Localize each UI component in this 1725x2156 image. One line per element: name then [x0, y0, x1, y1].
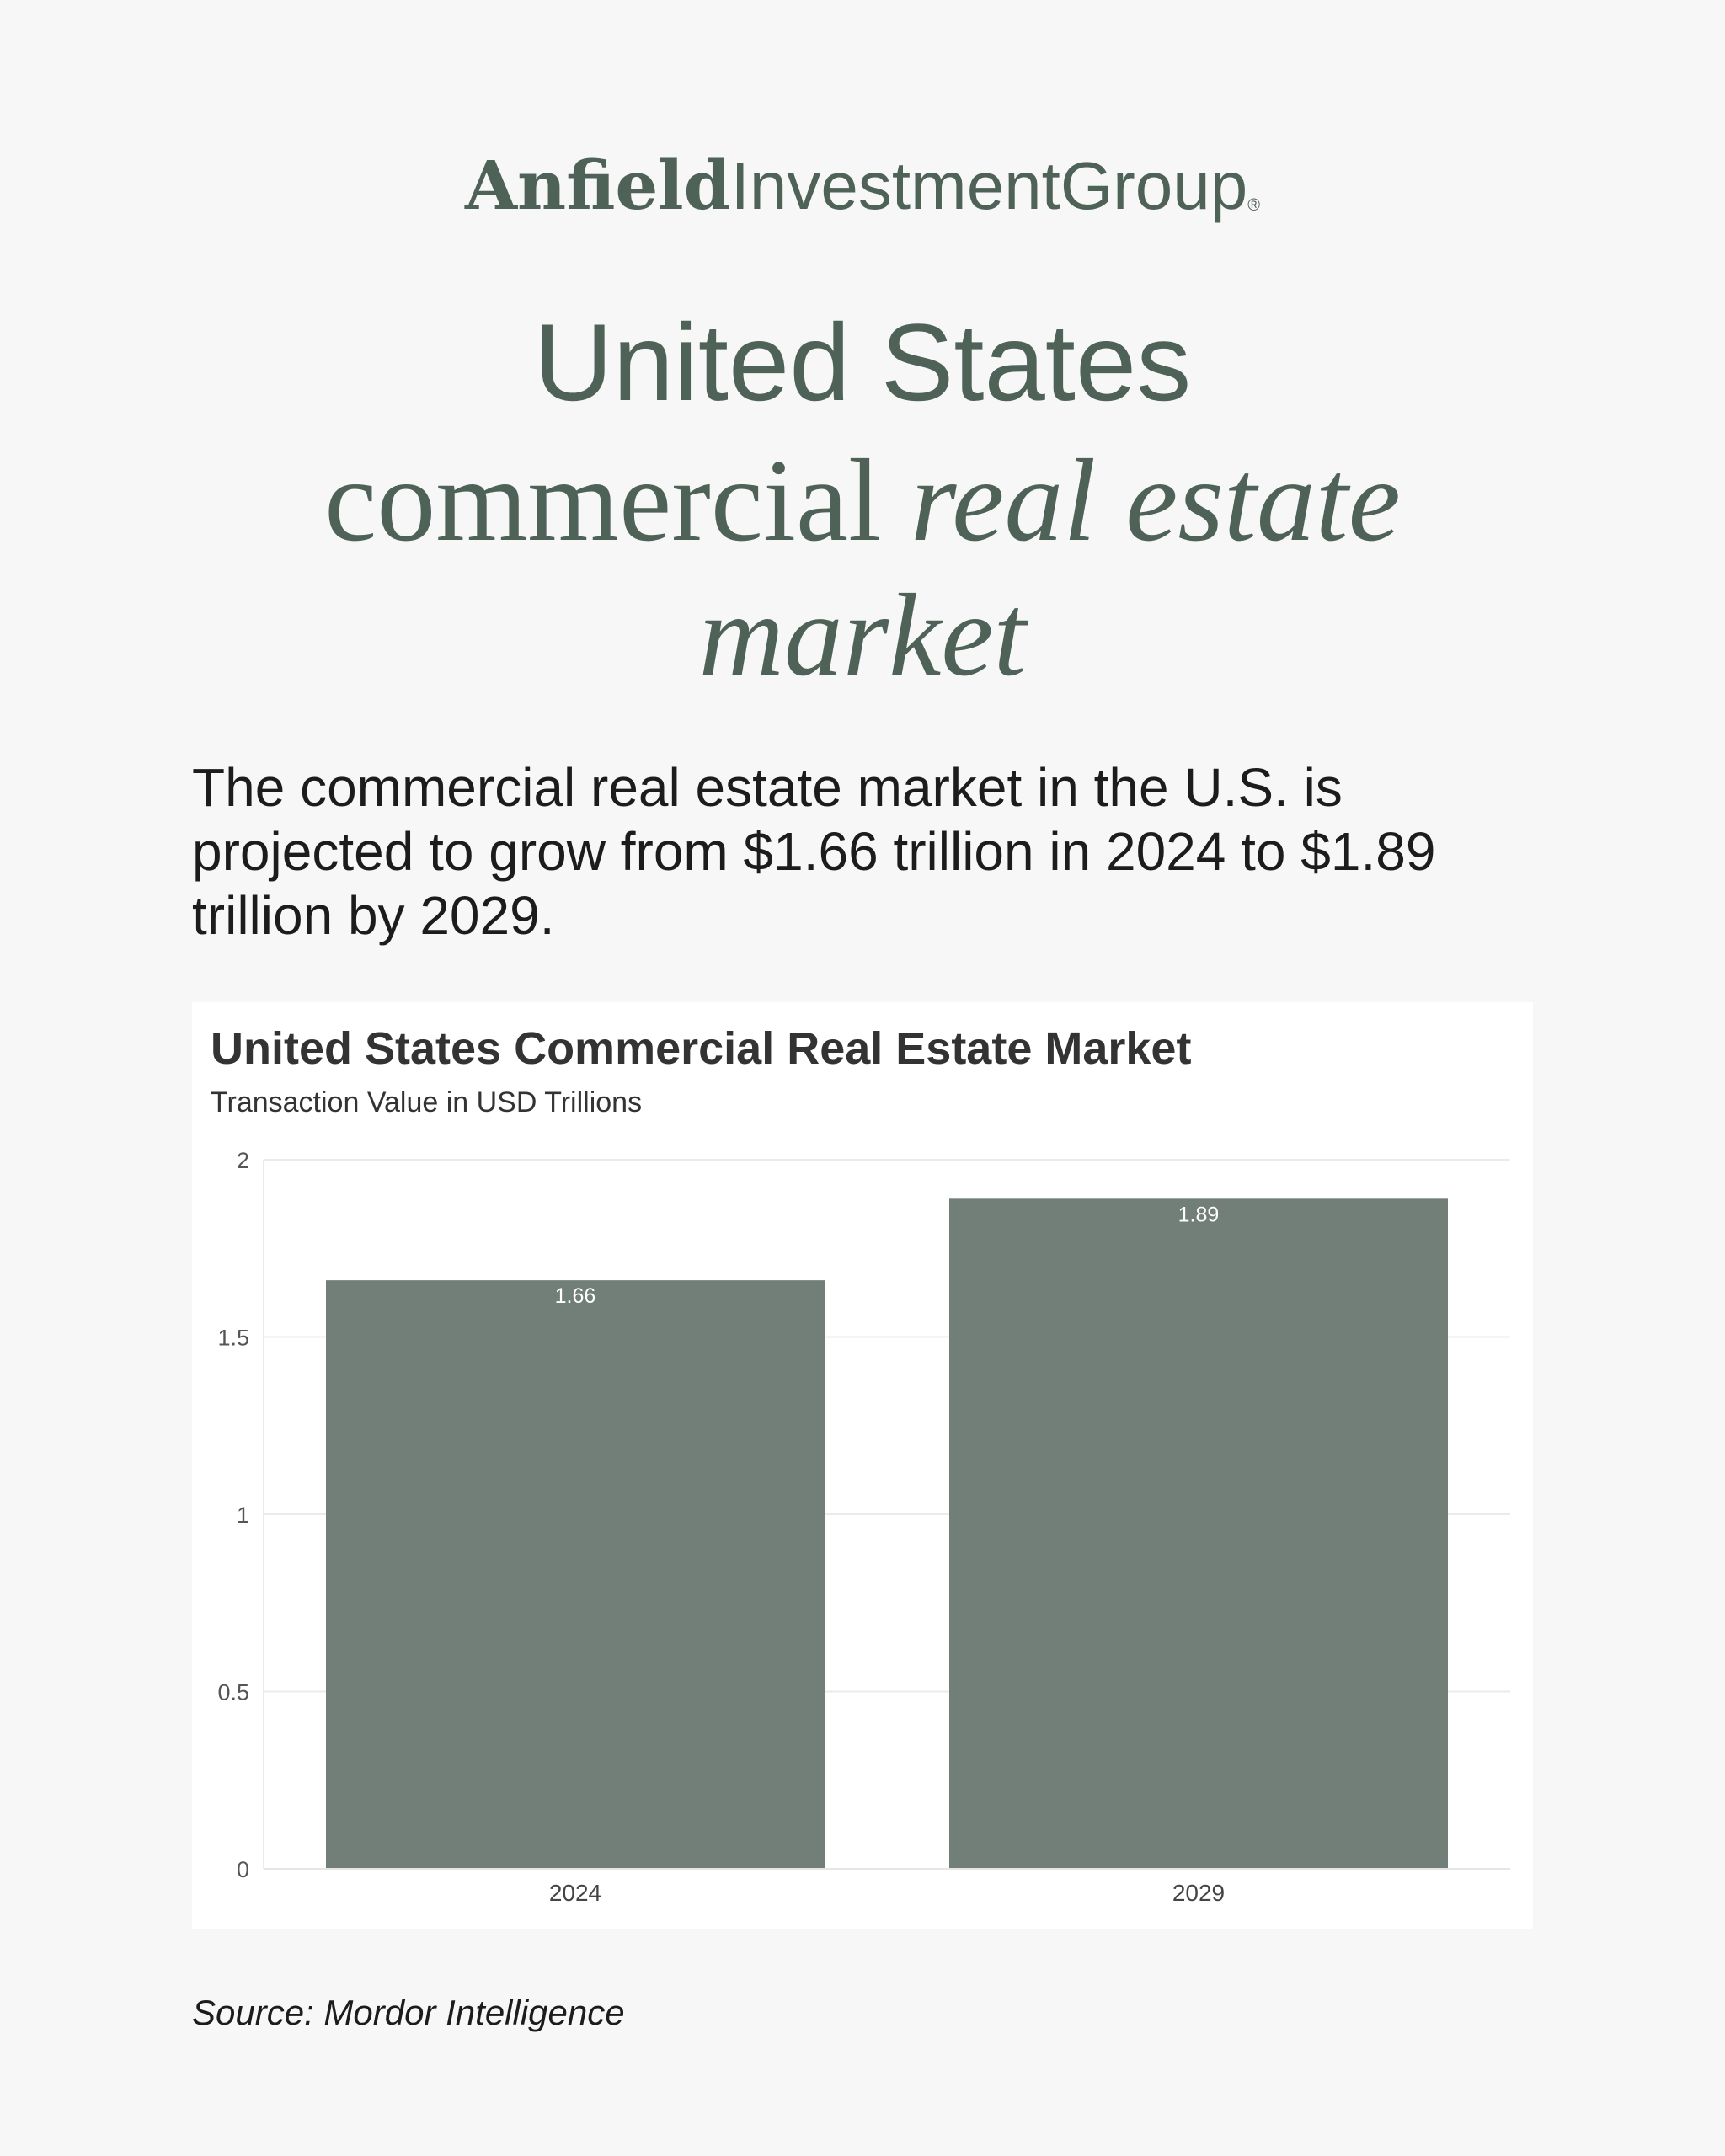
page-title-line-2: commercial real estate — [0, 434, 1725, 568]
source-note: Source: Mordor Intelligence — [192, 1993, 625, 2032]
brand-logo: AnfieldInvestmentGroup® — [0, 143, 1725, 248]
page-title-line-3: market — [698, 570, 1027, 701]
y-tick-label: 1.5 — [217, 1326, 249, 1351]
market-description: The commercial real estate market in the… — [192, 757, 1436, 946]
bar-data-label: 1.89 — [1178, 1203, 1220, 1226]
page-title-plain-text: commercial — [324, 435, 911, 566]
y-tick-label: 0.5 — [217, 1680, 249, 1705]
logo-wordmark-regular: InvestmentGroup — [730, 148, 1248, 223]
x-tick-label: 2024 — [549, 1880, 601, 1906]
registered-mark: ® — [1247, 196, 1260, 215]
y-tick-label: 0 — [237, 1857, 249, 1882]
chart-card: United States Commercial Real Estate Mar… — [192, 1002, 1533, 1929]
bar-data-label: 1.66 — [555, 1284, 596, 1308]
y-tick-label: 1 — [237, 1502, 249, 1528]
bar-chart: 0 0.5 1 1.5 2 1.66 2024 1.89 2029 — [217, 1148, 1510, 1906]
page-title-italic-text: real estate — [910, 435, 1401, 566]
bar — [949, 1198, 1448, 1869]
x-tick-label: 2029 — [1172, 1880, 1225, 1906]
logo-wordmark-bold: Anfield — [464, 146, 731, 225]
y-tick-label: 2 — [237, 1148, 249, 1173]
bar — [326, 1280, 825, 1869]
chart-title: United States Commercial Real Estate Mar… — [211, 1023, 1192, 1074]
page-title-line-1: United States — [533, 301, 1192, 424]
chart-subtitle: Transaction Value in USD Trillions — [211, 1086, 643, 1118]
